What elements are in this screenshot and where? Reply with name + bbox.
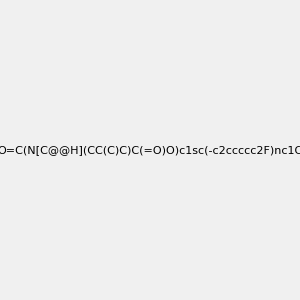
Text: O=C(N[C@@H](CC(C)C)C(=O)O)c1sc(-c2ccccc2F)nc1C: O=C(N[C@@H](CC(C)C)C(=O)O)c1sc(-c2ccccc2… [0,145,300,155]
